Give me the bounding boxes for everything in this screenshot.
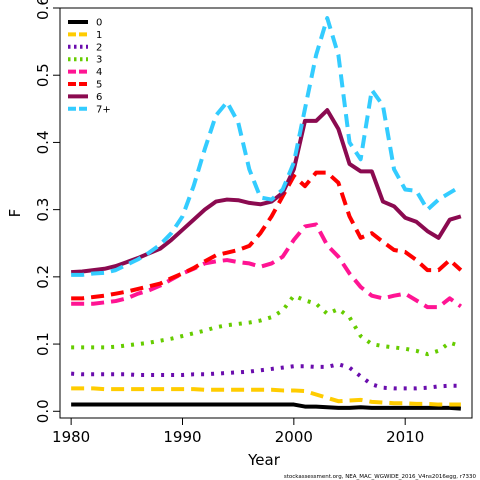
legend-label: 5 xyxy=(96,80,102,91)
plot-frame xyxy=(59,7,473,419)
series-line-5 xyxy=(71,170,463,301)
series-line-1 xyxy=(71,386,461,407)
series-line-4 xyxy=(71,222,463,310)
y-tick-label: 0.1 xyxy=(34,332,52,356)
x-axis: 1980 1990 2000 2010 xyxy=(52,417,424,446)
legend-label: 7+ xyxy=(96,104,111,115)
footnote: stockassessment.org, NEA_MAC_WGWIDE_2016… xyxy=(284,474,477,480)
y-tick-label: 0.0 xyxy=(34,399,52,423)
legend-label: 4 xyxy=(96,67,102,78)
series-layer xyxy=(71,16,463,411)
legend-label: 3 xyxy=(96,55,102,66)
y-tick-label: 0.4 xyxy=(34,130,52,154)
x-tick-label: 2000 xyxy=(275,428,313,446)
series-line-6 xyxy=(71,108,462,275)
x-tick-label: 1990 xyxy=(163,428,201,446)
y-axis: 0.0 0.1 0.2 0.3 0.4 0.5 0.6 xyxy=(34,0,61,423)
series-line-7plus xyxy=(71,16,462,277)
y-tick-label: 0.2 xyxy=(34,265,52,289)
legend: 012 34 567+ xyxy=(68,18,111,115)
y-tick-label: 0.6 xyxy=(34,0,52,20)
legend-label: 0 xyxy=(96,18,102,29)
y-tick-label: 0.5 xyxy=(34,63,52,87)
y-axis-title: F xyxy=(6,209,24,218)
legend-label: 2 xyxy=(96,42,102,53)
legend-label: 6 xyxy=(96,92,102,103)
series-line-0 xyxy=(71,402,461,411)
series-line-3 xyxy=(71,293,462,357)
x-tick-label: 2010 xyxy=(386,428,424,446)
y-tick-label: 0.3 xyxy=(34,198,52,222)
legend-label: 1 xyxy=(96,30,102,41)
series-line-2 xyxy=(71,362,461,391)
x-axis-title: Year xyxy=(247,451,281,469)
x-tick-label: 1980 xyxy=(52,428,90,446)
